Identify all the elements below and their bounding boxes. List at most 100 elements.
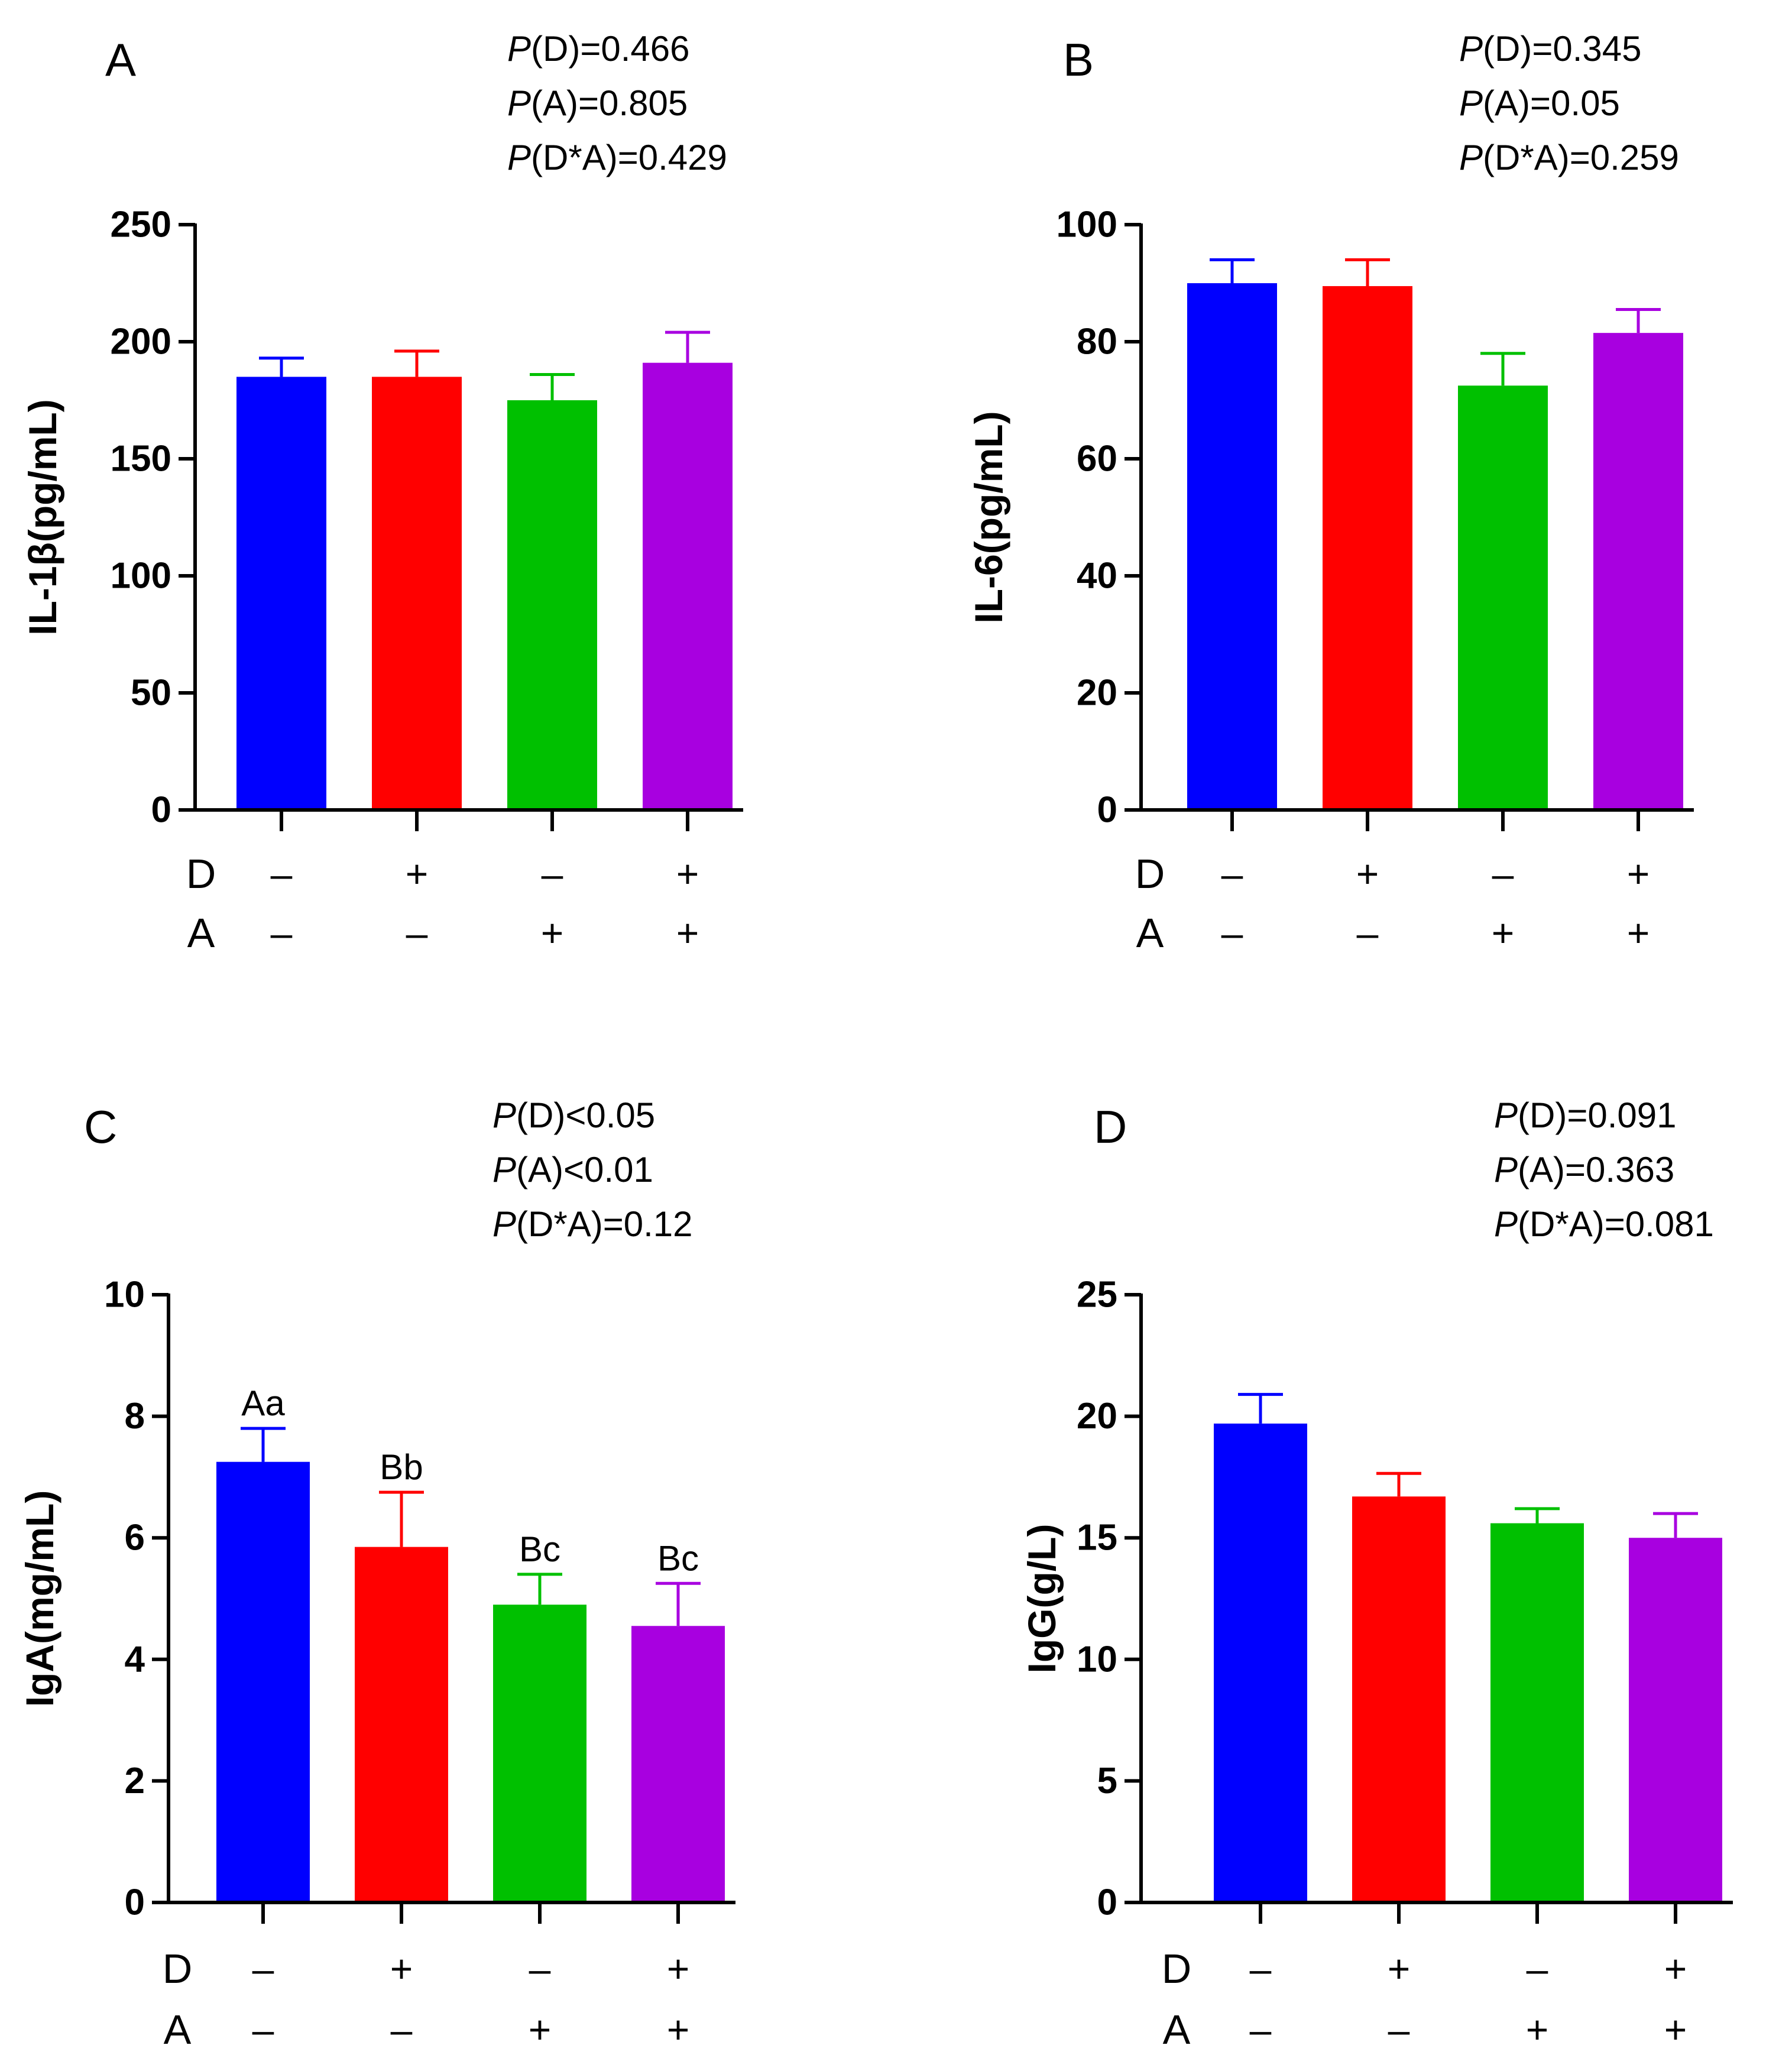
y-tick-label: 20: [1077, 673, 1117, 714]
y-tick-label: 10: [104, 1275, 145, 1315]
factor-a-marker: +: [541, 911, 564, 955]
y-axis-label: IgG(g/L): [1020, 1524, 1064, 1674]
bar: [355, 1547, 448, 1902]
factor-d-marker: –: [1221, 852, 1243, 896]
bar: [1490, 1523, 1584, 1902]
factor-d-marker: +: [1664, 1947, 1687, 1991]
factor-d-marker: –: [1250, 1947, 1272, 1991]
factor-a-marker: +: [529, 2008, 552, 2051]
factor-label-d: D: [163, 1946, 193, 1992]
factor-d-marker: +: [667, 1947, 690, 1991]
factor-a-marker: +: [676, 911, 699, 955]
bar: [1187, 283, 1277, 810]
bar: [507, 400, 597, 810]
significance-label: Bb: [380, 1447, 423, 1487]
factor-label-a: A: [1163, 2007, 1191, 2053]
panel-label: C: [84, 1101, 117, 1153]
p-value-line: P(A)<0.01: [492, 1150, 653, 1189]
y-tick-label: 100: [111, 556, 171, 597]
factor-label-a: A: [187, 910, 215, 956]
factor-a-marker: –: [271, 911, 293, 955]
factor-a-marker: +: [1664, 2008, 1687, 2051]
panel-d: D P(D)=0.091 P(A)=0.363 P(D*A)=0.081 IgG(g/L…: [1020, 1095, 1733, 2053]
y-tick-label: 100: [1057, 205, 1117, 245]
y-tick-label: 80: [1077, 322, 1117, 362]
factor-d-marker: –: [1527, 1947, 1548, 1991]
y-tick-label: 8: [125, 1396, 145, 1437]
y-tick-label: 5: [1097, 1761, 1117, 1801]
factor-a-marker: –: [391, 2008, 413, 2051]
panel-b: B P(D)=0.345 P(A)=0.05 P(D*A)=0.259 IL-6(pg/…: [967, 29, 1694, 956]
factor-d-marker: –: [529, 1947, 551, 1991]
p-value-line: P(A)=0.805: [507, 83, 688, 123]
y-tick-label: 40: [1077, 556, 1117, 597]
panel-label: A: [105, 34, 136, 86]
factor-label-d: D: [1162, 1946, 1192, 1992]
bar: [1458, 385, 1548, 810]
y-tick-label: 0: [151, 790, 171, 831]
panel-a: A P(D)=0.466 P(A)=0.805 P(D*A)=0.429 IL-1β(p…: [21, 29, 743, 956]
p-value-line: P(D)=0.466: [507, 29, 690, 69]
factor-a-marker: –: [1221, 911, 1243, 955]
bar: [631, 1626, 725, 1902]
significance-label: Aa: [241, 1383, 285, 1423]
p-value-line: P(D*A)=0.081: [1494, 1204, 1714, 1244]
p-value-line: P(D)<0.05: [492, 1095, 655, 1135]
factor-label-a: A: [1136, 910, 1164, 956]
y-tick-label: 200: [111, 322, 171, 362]
bar: [1629, 1538, 1722, 1902]
y-tick-label: 6: [125, 1518, 145, 1558]
y-tick-label: 15: [1077, 1518, 1117, 1558]
factor-d-marker: –: [542, 852, 563, 896]
y-tick-label: 10: [1077, 1639, 1117, 1680]
bar: [1593, 333, 1683, 810]
bar: [216, 1461, 310, 1902]
factor-a-marker: –: [1250, 2008, 1272, 2051]
p-value-line: P(D)=0.091: [1494, 1095, 1677, 1135]
factor-a-marker: +: [1627, 911, 1650, 955]
y-tick-label: 0: [125, 1882, 145, 1923]
factor-a-marker: +: [667, 2008, 690, 2051]
p-value-line: P(D*A)=0.429: [507, 138, 727, 177]
y-tick-label: 2: [125, 1761, 145, 1801]
y-tick-label: 25: [1077, 1275, 1117, 1315]
y-tick-label: 4: [125, 1639, 145, 1680]
p-value-line: P(A)=0.363: [1494, 1150, 1674, 1189]
bar: [372, 377, 462, 810]
p-value-line: P(A)=0.05: [1459, 83, 1620, 123]
p-value-line: P(D*A)=0.12: [492, 1204, 693, 1244]
y-axis-label: IL-1β(pg/mL): [21, 399, 64, 636]
y-axis-label: IL-6(pg/mL): [967, 411, 1010, 623]
y-tick-label: 20: [1077, 1396, 1117, 1437]
factor-a-marker: +: [1492, 911, 1515, 955]
significance-label: Bc: [519, 1529, 560, 1569]
factor-d-marker: +: [390, 1947, 413, 1991]
factor-d-marker: +: [1356, 852, 1379, 896]
y-tick-label: 250: [111, 205, 171, 245]
factor-a-marker: –: [252, 2008, 274, 2051]
y-axis-label: IgA(mg/mL): [18, 1490, 61, 1707]
factor-d-marker: +: [1627, 852, 1650, 896]
y-tick-label: 0: [1097, 790, 1117, 831]
y-tick-label: 150: [111, 439, 171, 479]
y-tick-label: 60: [1077, 439, 1117, 479]
factor-d-marker: –: [1492, 852, 1514, 896]
factor-label-d: D: [1135, 851, 1165, 897]
bar: [1323, 286, 1412, 810]
factor-a-marker: –: [406, 911, 428, 955]
bar: [493, 1605, 586, 1902]
panel-c: C P(D)<0.05 P(A)<0.01 P(D*A)=0.12 IgA(mg/mL)…: [18, 1095, 735, 2053]
factor-d-marker: +: [406, 852, 429, 896]
factor-d-marker: +: [1388, 1947, 1411, 1991]
factor-a-marker: +: [1526, 2008, 1549, 2051]
factor-d-marker: –: [271, 852, 293, 896]
panel-label: B: [1063, 34, 1094, 86]
factor-a-marker: –: [1357, 911, 1379, 955]
bar: [236, 377, 326, 810]
bar: [1214, 1423, 1307, 1902]
panel-label: D: [1094, 1101, 1127, 1153]
bar: [1352, 1496, 1446, 1902]
factor-d-marker: +: [676, 852, 699, 896]
y-tick-label: 0: [1097, 1882, 1117, 1923]
